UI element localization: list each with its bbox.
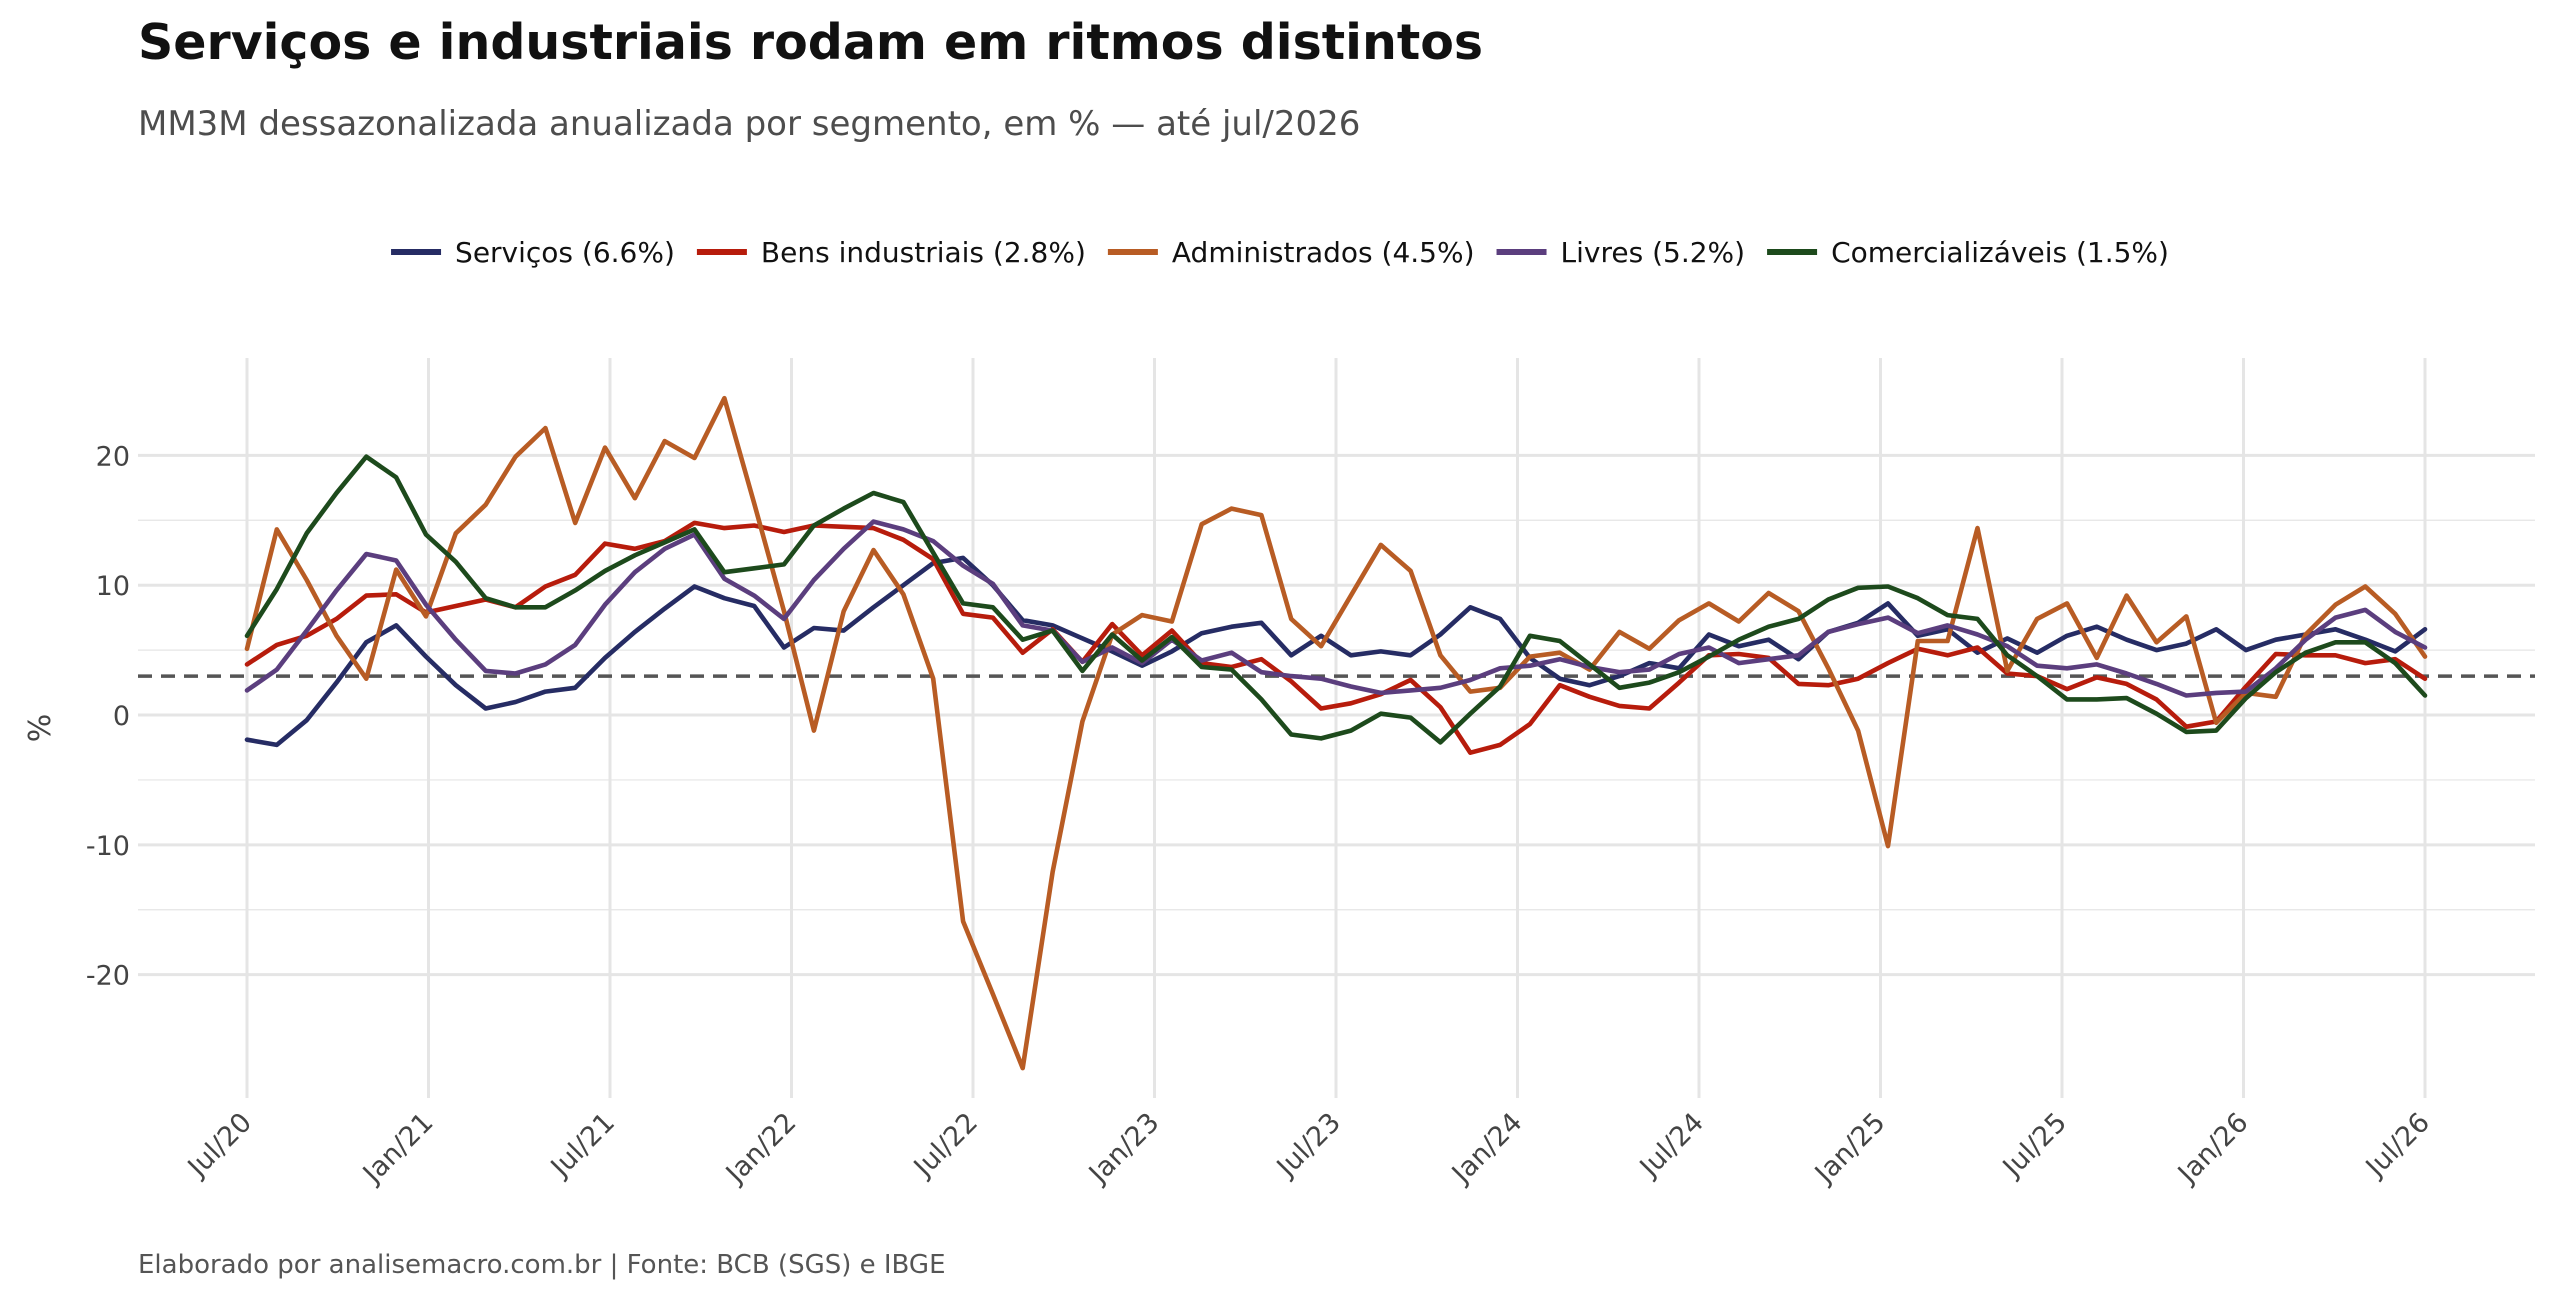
- x-tick-label: Jul/25: [1996, 1107, 2073, 1184]
- legend-label: Comercializáveis (1.5%): [1831, 236, 2169, 269]
- x-tick-label: Jul/21: [544, 1107, 621, 1184]
- x-tick-label: Jul/26: [2359, 1107, 2436, 1184]
- series-line: [244, 519, 2428, 698]
- legend-label: Bens industriais (2.8%): [761, 236, 1086, 269]
- x-tick-label: Jan/21: [356, 1107, 439, 1190]
- series-line: [244, 555, 2428, 748]
- x-tick-label: Jan/22: [719, 1107, 802, 1190]
- gridlines: [138, 358, 2535, 1098]
- legend-label: Administrados (4.5%): [1172, 236, 1475, 269]
- series-line: [244, 454, 2428, 745]
- series-line: [244, 520, 2428, 756]
- x-tick-label: Jul/24: [1633, 1107, 1710, 1184]
- y-tick-label: 0: [113, 701, 130, 732]
- x-tick-label: Jan/24: [1445, 1107, 1528, 1190]
- x-tick-label: Jul/22: [907, 1107, 984, 1184]
- legend-label: Livres (5.2%): [1561, 236, 1746, 269]
- legend: Serviços (6.6%) Bens industriais (2.8%) Ad…: [391, 236, 2169, 269]
- series-lines: [244, 395, 2428, 1071]
- legend-label: Serviços (6.6%): [455, 236, 675, 269]
- y-tick-label: 20: [96, 441, 130, 472]
- y-tick-label: 10: [96, 571, 130, 602]
- x-tick-label: Jul/20: [181, 1107, 258, 1184]
- source-caption: Elaborado por analisemacro.com.br | Font…: [138, 1250, 946, 1280]
- y-axis-label: %: [23, 714, 58, 743]
- series-line: [244, 395, 2428, 1071]
- y-tick-label: -10: [86, 831, 130, 862]
- y-tick-label: -20: [86, 961, 130, 992]
- x-tick-label: Jan/25: [1808, 1107, 1891, 1190]
- chart-subtitle: MM3M dessazonalizada anualizada por segm…: [138, 104, 1361, 144]
- chart-title: Serviços e industriais rodam em ritmos d…: [138, 14, 1484, 71]
- x-tick-label: Jan/26: [2171, 1107, 2254, 1190]
- x-tick-label: Jul/23: [1270, 1107, 1347, 1184]
- x-tick-label: Jan/23: [1082, 1107, 1165, 1190]
- axes: -20 -10 0 10 20 Jul/20 Jan/21 Jul/21 Jan/22 Jul/2…: [23, 441, 2436, 1190]
